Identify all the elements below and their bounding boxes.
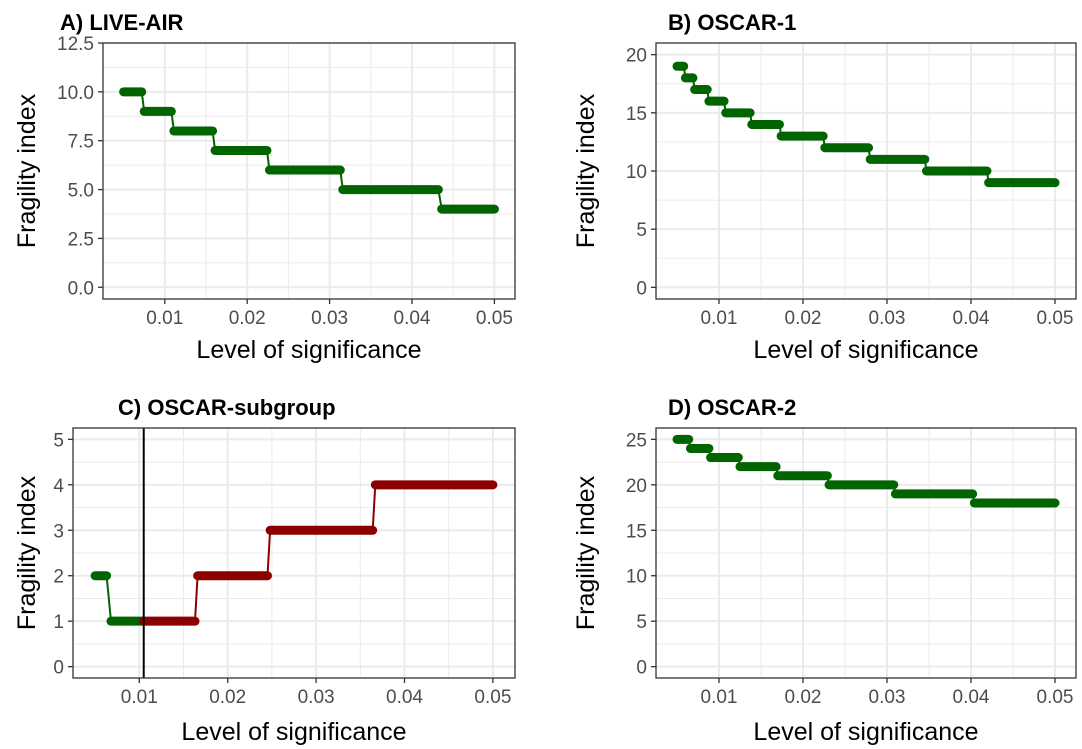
y-tick-label: 10: [626, 567, 647, 588]
x-tick-label: 0.05: [1037, 308, 1074, 329]
y-tick-label: 7.5: [68, 132, 94, 153]
x-tick-label: 0.04: [386, 687, 423, 708]
x-axis-title: Level of significance: [753, 336, 978, 364]
x-tick-label: 0.04: [953, 687, 990, 708]
y-axis-title: Fragility index: [13, 475, 41, 630]
y-axis-title: Fragility index: [13, 93, 41, 248]
y-tick-label: 5: [636, 612, 647, 633]
y-tick-label: 20: [626, 476, 647, 497]
x-tick-label: 0.03: [869, 687, 906, 708]
panel-2: 0.01 0.02 0.03 0.04 0.05 0 5 10 15 20 B) OSCAR-1 Le…: [572, 10, 1076, 364]
y-tick-label: 0: [636, 658, 647, 679]
y-tick-label: 0: [636, 278, 647, 299]
panel-title: A) LIVE-AIR: [60, 10, 184, 35]
y-tick-label: 20: [626, 46, 647, 67]
y-tick-label: 0: [53, 658, 64, 679]
x-tick-label: 0.02: [785, 308, 822, 329]
x-axis-title: Level of significance: [196, 336, 421, 364]
panel-title: D) OSCAR-2: [668, 395, 796, 420]
x-tick-label: 0.05: [1037, 687, 1074, 708]
x-tick-label: 0.04: [394, 308, 431, 329]
y-tick-label: 15: [626, 104, 647, 125]
x-tick-label: 0.04: [953, 308, 990, 329]
x-tick-label: 0.03: [298, 687, 335, 708]
x-tick-label: 0.01: [701, 687, 738, 708]
y-tick-label: 1: [53, 612, 64, 633]
y-tick-label: 25: [626, 430, 647, 451]
x-tick-label: 0.02: [785, 687, 822, 708]
x-tick-label: 0.05: [476, 308, 513, 329]
x-tick-label: 0.05: [474, 687, 511, 708]
y-tick-label: 10: [626, 162, 647, 183]
y-tick-label: 2.5: [68, 229, 94, 250]
x-axis-title: Level of significance: [181, 718, 406, 746]
x-tick-label: 0.01: [121, 687, 158, 708]
x-tick-label: 0.03: [869, 308, 906, 329]
panel-4: 0.01 0.02 0.03 0.04 0.05 0 5 10 15 20 25 D) OSCAR-2…: [572, 395, 1076, 746]
series-connector: [677, 439, 1055, 503]
x-axis-title: Level of significance: [753, 718, 978, 746]
y-tick-label: 0.0: [68, 278, 94, 299]
x-tick-label: 0.03: [311, 308, 348, 329]
panel-3: 0.01 0.02 0.03 0.04 0.05 0 1 2 3 4 5 C) OSCAR-subgr…: [13, 395, 515, 746]
y-tick-label: 5: [53, 430, 64, 451]
x-tick-label: 0.01: [146, 308, 183, 329]
y-tick-label: 4: [53, 476, 64, 497]
y-tick-label: 12.5: [57, 34, 94, 55]
y-axis-title: Fragility index: [572, 93, 600, 248]
x-tick-label: 0.02: [229, 308, 266, 329]
panel-1: 0.01 0.02 0.03 0.04 0.05 0.0 2.5 5.0 7.5 10.0 12.5…: [13, 10, 515, 364]
y-tick-label: 15: [626, 521, 647, 542]
y-tick-label: 2: [53, 567, 64, 588]
panel-title: C) OSCAR-subgroup: [118, 395, 336, 420]
x-tick-label: 0.02: [209, 687, 246, 708]
y-tick-label: 3: [53, 521, 64, 542]
y-tick-label: 5: [636, 220, 647, 241]
y-tick-label: 10.0: [57, 83, 94, 104]
y-axis-title: Fragility index: [572, 475, 600, 630]
panel-title: B) OSCAR-1: [668, 10, 796, 35]
x-tick-label: 0.01: [701, 308, 738, 329]
y-tick-label: 5.0: [68, 181, 94, 202]
